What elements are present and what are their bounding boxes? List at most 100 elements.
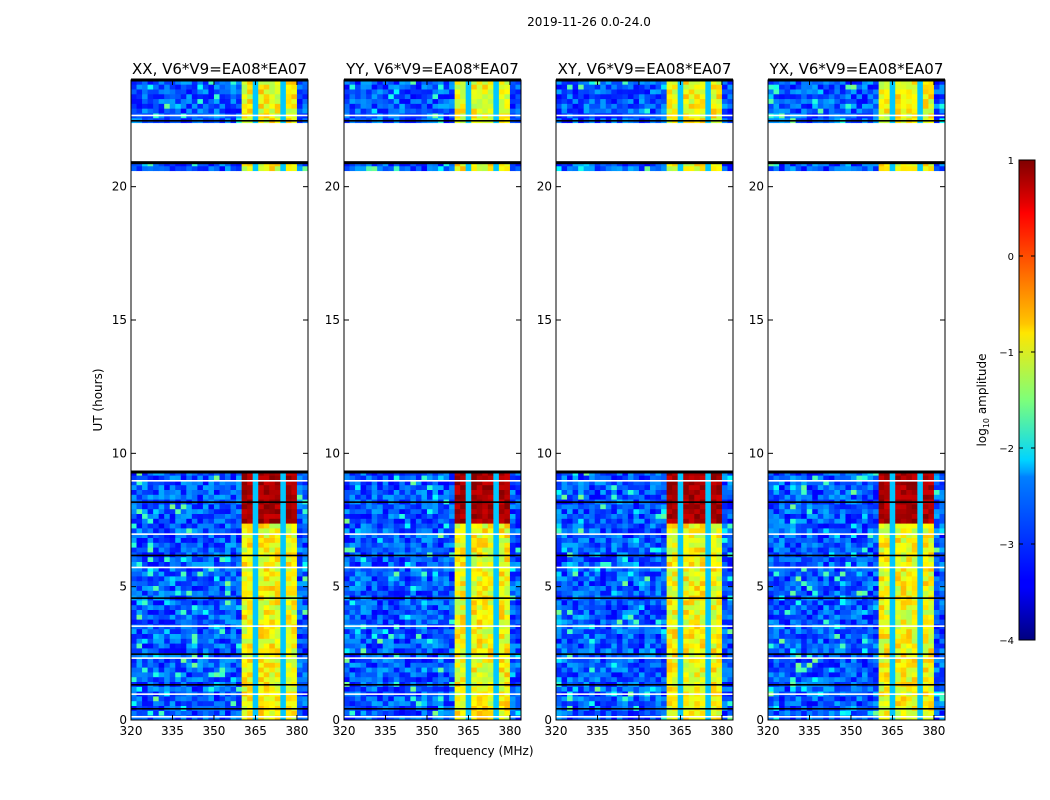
heatmap-cell	[349, 657, 356, 663]
heatmap-cell	[438, 662, 444, 668]
heatmap-cell	[493, 643, 500, 649]
heatmap-cell	[241, 552, 248, 558]
heatmap-cell	[498, 542, 505, 548]
heatmap-cell	[263, 633, 270, 639]
heatmap-cell	[382, 576, 389, 582]
heatmap-cell	[705, 643, 712, 649]
heatmap-cell	[578, 667, 585, 673]
heatmap-cell	[677, 710, 684, 716]
heatmap-cell	[180, 556, 187, 562]
heatmap-cell	[611, 657, 618, 663]
heatmap-cell	[426, 508, 433, 514]
heatmap-cell	[208, 662, 215, 668]
heatmap-cell	[655, 672, 662, 678]
heatmap-cell	[493, 547, 500, 553]
gap-line	[344, 625, 521, 627]
heatmap-cell	[426, 604, 433, 610]
heatmap-cell	[415, 652, 422, 658]
heatmap-cell	[296, 648, 303, 654]
heatmap-cell	[175, 609, 182, 615]
heatmap-cell	[230, 556, 237, 562]
heatmap-cell	[230, 528, 237, 534]
heatmap-cell	[605, 628, 612, 634]
heatmap-cell	[147, 628, 154, 634]
heatmap-cell	[241, 576, 248, 582]
heatmap-cell	[241, 80, 248, 85]
heatmap-cell	[202, 489, 209, 495]
heatmap-cell	[633, 590, 640, 596]
heatmap-cell	[219, 604, 226, 610]
heatmap-cell	[699, 638, 706, 644]
heatmap-cell	[147, 98, 154, 104]
heatmap-cell	[131, 523, 137, 529]
heatmap-cell	[296, 494, 303, 500]
heatmap-cell	[230, 103, 237, 109]
heatmap-cell	[426, 84, 433, 90]
heatmap-cell	[169, 523, 176, 529]
heatmap-cell	[583, 628, 590, 634]
heatmap-cell	[404, 652, 411, 658]
heatmap-cell	[572, 643, 579, 649]
heatmap-cell	[482, 672, 489, 678]
heatmap-cell	[482, 609, 489, 615]
heatmap-cell	[355, 600, 361, 606]
heatmap-cell	[471, 643, 478, 649]
gap-line	[131, 114, 308, 117]
heatmap-cell	[252, 619, 259, 625]
heatmap-cell	[263, 580, 270, 586]
heatmap-cell	[377, 715, 384, 721]
heatmap-cell	[344, 165, 350, 172]
heatmap-cell	[705, 628, 712, 634]
heatmap-cell	[366, 667, 373, 673]
heatmap-cell	[677, 619, 684, 625]
heatmap-cell	[219, 528, 226, 534]
heatmap-cell	[721, 696, 728, 702]
heatmap-cell	[622, 590, 629, 596]
heatmap-cell	[147, 532, 154, 538]
heatmap-cell	[142, 710, 148, 716]
heatmap-cell	[208, 638, 215, 644]
heatmap-cell	[191, 633, 198, 639]
heatmap-cell	[404, 532, 411, 538]
heatmap-cell	[578, 696, 585, 702]
heatmap-cell	[382, 643, 389, 649]
heatmap-cell	[393, 638, 400, 644]
heatmap-cell	[721, 652, 728, 658]
heatmap-cell	[158, 662, 165, 668]
heatmap-cell	[476, 165, 483, 172]
heatmap-cell	[638, 638, 645, 644]
heatmap-cell	[449, 556, 456, 562]
heatmap-cell	[721, 672, 728, 678]
heatmap-cell	[202, 89, 209, 95]
heatmap-cell	[661, 648, 668, 654]
heatmap-cell	[454, 542, 461, 548]
heatmap-cell	[213, 686, 220, 692]
heatmap-cell	[438, 580, 444, 586]
heatmap-cell	[202, 108, 209, 114]
heatmap-cell	[377, 710, 384, 716]
heatmap-cell	[454, 700, 461, 706]
heatmap-cell	[269, 715, 276, 721]
heatmap-cell	[147, 523, 154, 529]
heatmap-cell	[666, 696, 673, 702]
heatmap-cell	[465, 103, 472, 109]
heatmap-cell	[180, 585, 187, 591]
heatmap-cell	[230, 614, 237, 620]
heatmap-cell	[382, 475, 389, 481]
heatmap-cell	[285, 475, 292, 481]
heatmap-cell	[509, 504, 516, 510]
heatmap-cell	[683, 667, 690, 673]
heatmap-cell	[280, 700, 287, 706]
heatmap-cell	[247, 590, 254, 596]
heatmap-cell	[355, 585, 361, 591]
y-tick-label: 10	[112, 446, 127, 460]
heatmap-cell	[493, 580, 500, 586]
heatmap-cell	[180, 480, 187, 486]
heatmap-cell	[515, 580, 522, 586]
heatmap-cell	[136, 89, 143, 95]
heatmap-cell	[241, 508, 248, 514]
heatmap-cell	[515, 518, 522, 524]
heatmap-cell	[349, 542, 356, 548]
heatmap-cell	[404, 662, 411, 668]
heatmap-cell	[142, 585, 148, 591]
